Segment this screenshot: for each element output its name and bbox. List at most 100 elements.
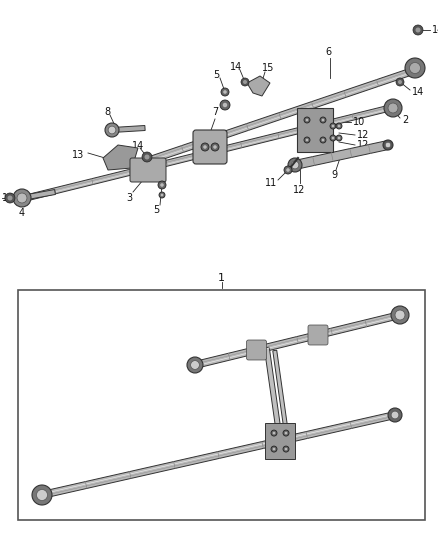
Circle shape xyxy=(396,78,404,86)
Polygon shape xyxy=(264,347,283,441)
Circle shape xyxy=(7,196,13,200)
FancyBboxPatch shape xyxy=(193,130,227,164)
Circle shape xyxy=(17,193,27,203)
Circle shape xyxy=(321,119,325,122)
Circle shape xyxy=(330,123,336,129)
Circle shape xyxy=(286,168,290,172)
Polygon shape xyxy=(273,350,290,445)
Text: 14: 14 xyxy=(412,87,424,97)
Circle shape xyxy=(243,80,247,84)
Circle shape xyxy=(285,448,287,450)
Circle shape xyxy=(211,143,219,151)
Circle shape xyxy=(223,90,227,94)
Circle shape xyxy=(405,58,425,78)
Circle shape xyxy=(398,80,402,84)
Circle shape xyxy=(338,136,340,139)
Circle shape xyxy=(321,139,325,141)
Circle shape xyxy=(271,446,277,452)
Circle shape xyxy=(320,137,326,143)
Circle shape xyxy=(213,145,217,149)
Text: 12: 12 xyxy=(357,140,369,150)
Circle shape xyxy=(191,361,199,369)
Circle shape xyxy=(283,446,289,452)
Circle shape xyxy=(32,485,52,505)
Text: 9: 9 xyxy=(331,170,337,180)
Text: 12: 12 xyxy=(357,130,369,140)
Circle shape xyxy=(241,78,249,86)
FancyBboxPatch shape xyxy=(265,423,295,459)
FancyBboxPatch shape xyxy=(308,325,328,345)
Text: 14: 14 xyxy=(432,25,438,35)
Text: 13: 13 xyxy=(72,150,84,160)
Circle shape xyxy=(410,62,420,74)
Circle shape xyxy=(5,193,15,203)
Circle shape xyxy=(220,100,230,110)
Polygon shape xyxy=(103,145,138,170)
Circle shape xyxy=(142,152,152,162)
Text: 15: 15 xyxy=(262,63,274,73)
Circle shape xyxy=(223,103,227,107)
Text: 1: 1 xyxy=(218,273,225,283)
Circle shape xyxy=(291,161,299,169)
Circle shape xyxy=(284,166,292,174)
Circle shape xyxy=(105,123,119,137)
Polygon shape xyxy=(21,190,56,200)
Circle shape xyxy=(285,432,287,434)
Polygon shape xyxy=(41,411,396,498)
Text: 14—: 14— xyxy=(0,193,1,203)
Text: 7: 7 xyxy=(212,107,218,117)
Polygon shape xyxy=(294,141,389,169)
Circle shape xyxy=(336,123,342,129)
Circle shape xyxy=(388,103,398,113)
Circle shape xyxy=(272,448,276,450)
Circle shape xyxy=(385,142,391,148)
Text: 10: 10 xyxy=(353,117,365,127)
Polygon shape xyxy=(247,76,270,96)
Circle shape xyxy=(332,125,334,127)
Circle shape xyxy=(304,137,310,143)
Circle shape xyxy=(283,430,289,436)
Circle shape xyxy=(161,193,163,196)
Text: 8: 8 xyxy=(104,107,110,117)
Circle shape xyxy=(391,306,409,324)
Circle shape xyxy=(160,183,164,187)
Text: 4: 4 xyxy=(19,208,25,218)
Circle shape xyxy=(332,136,334,139)
Text: 14: 14 xyxy=(2,193,14,203)
Circle shape xyxy=(203,145,207,149)
Polygon shape xyxy=(112,125,145,133)
Circle shape xyxy=(306,139,308,141)
Text: 5: 5 xyxy=(153,205,159,215)
Polygon shape xyxy=(194,312,401,368)
Text: 14: 14 xyxy=(230,62,242,72)
Circle shape xyxy=(336,135,342,141)
Polygon shape xyxy=(149,69,411,163)
FancyBboxPatch shape xyxy=(130,158,166,182)
Circle shape xyxy=(416,28,420,33)
Text: 11: 11 xyxy=(265,178,277,188)
Circle shape xyxy=(108,126,116,134)
Circle shape xyxy=(388,408,402,422)
Text: 12: 12 xyxy=(293,185,305,195)
Circle shape xyxy=(272,432,276,434)
Circle shape xyxy=(383,140,393,150)
Text: 5: 5 xyxy=(213,70,219,80)
Text: 2: 2 xyxy=(402,115,408,125)
Circle shape xyxy=(304,117,310,123)
Bar xyxy=(18,290,425,520)
Circle shape xyxy=(36,489,47,500)
Circle shape xyxy=(159,192,165,198)
Circle shape xyxy=(271,430,277,436)
Circle shape xyxy=(320,117,326,123)
Text: 14: 14 xyxy=(132,141,144,151)
Circle shape xyxy=(13,189,31,207)
Polygon shape xyxy=(17,105,391,203)
Circle shape xyxy=(413,25,423,35)
Circle shape xyxy=(391,411,399,419)
Text: 6: 6 xyxy=(325,47,331,57)
Circle shape xyxy=(330,135,336,141)
Circle shape xyxy=(338,125,340,127)
Circle shape xyxy=(158,181,166,189)
Circle shape xyxy=(384,99,402,117)
Circle shape xyxy=(145,155,149,159)
